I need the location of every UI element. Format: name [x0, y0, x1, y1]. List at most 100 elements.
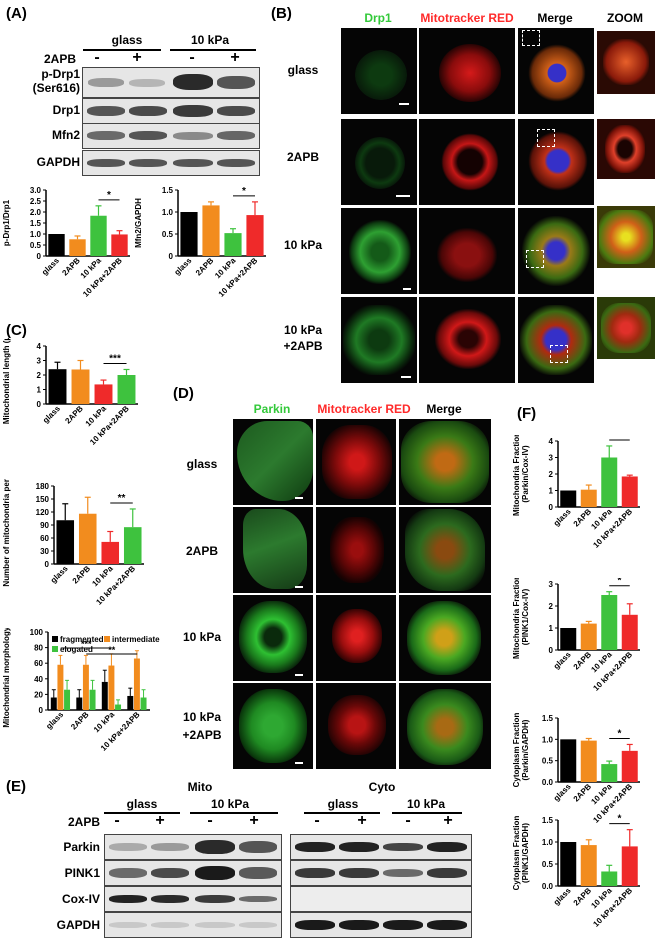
x-tick-label: 10 kPa+2APB [217, 256, 260, 299]
y-tick-label: 0.0 [542, 778, 554, 787]
x-tick-label: 2APB [63, 404, 85, 426]
micrograph-b-zoom-10kpa-2apb [596, 296, 655, 360]
significance-marker: * [618, 435, 622, 441]
y-axis-label-line: Mitochondrial length (μm) [2, 338, 11, 424]
micrograph-b-zoom-glass [596, 30, 655, 95]
legend-label: fragmented [60, 635, 104, 644]
significance-marker: * [618, 728, 622, 739]
bar [133, 658, 140, 710]
bar [50, 697, 57, 710]
y-axis-label-line: Mfn2/GAPDH [134, 198, 143, 248]
y-axis-label: Mitochondrial morphology(%) [2, 628, 11, 728]
a-sign: - [94, 49, 100, 66]
bar [601, 871, 618, 886]
e-treatment-label: 2APB [67, 815, 100, 829]
micrograph-b-drp1-glass [340, 27, 418, 115]
micrograph-d-merge-2apb [398, 506, 492, 594]
e-group-underline [304, 812, 380, 814]
bar [580, 489, 597, 507]
e-section-label: Cyto [368, 780, 396, 794]
micrograph-d-parkin-10kpa-2apb [232, 682, 314, 770]
micrograph-b-merge-10kpa-2apb [517, 296, 595, 384]
y-tick-label: 0 [45, 560, 50, 569]
micrograph-b-drp1-2apb [340, 118, 418, 206]
e-blot-strip [290, 834, 472, 860]
micrograph-d-parkin-glass [232, 418, 314, 506]
bar [76, 697, 83, 710]
y-tick-label: 3 [37, 357, 42, 366]
y-tick-label: 1.0 [542, 735, 554, 744]
panel-label-b: (B) [271, 5, 292, 22]
e-sign: + [249, 812, 259, 829]
bar [127, 695, 134, 710]
bar [601, 764, 618, 782]
e-blot-strip [104, 886, 282, 912]
y-axis-label-line: Mitochondrial morphology(%) [2, 628, 11, 728]
y-tick-label: 3 [549, 454, 554, 463]
y-tick-label: 1.5 [162, 186, 174, 195]
y-tick-label: 0.5 [542, 860, 554, 869]
micrograph-b-drp1-10kpa-2apb [340, 296, 418, 384]
y-axis-label: Mitochondria Fraction(Parkin/Cox-IV) [512, 435, 530, 516]
d-column-label: Parkin [253, 402, 291, 416]
micrograph-d-mito-glass [315, 418, 397, 506]
y-axis-label-line: (PINK1/GAPDH) [521, 823, 530, 883]
a-row-label: GAPDH [36, 155, 80, 169]
e-blot-strip [290, 860, 472, 886]
y-tick-label: 0 [39, 706, 44, 715]
b-row-label: glass [287, 63, 319, 77]
bar [90, 215, 107, 256]
a-blot-strip [82, 150, 260, 176]
y-tick-label: 3.0 [30, 186, 42, 195]
micrograph-b-drp1-10kpa [340, 207, 418, 295]
micrograph-d-mito-10kpa-2apb [315, 682, 397, 770]
y-axis-label: p-Drp1/Drp1 [2, 199, 11, 246]
bar [115, 704, 122, 710]
legend-swatch [104, 636, 110, 642]
e-sign: + [155, 812, 165, 829]
y-tick-label: 0 [37, 252, 42, 261]
y-tick-label: 2.0 [30, 208, 42, 217]
d-row-label: glass [186, 457, 218, 471]
legend-label: intermediate [112, 635, 160, 644]
bar [601, 457, 618, 507]
e-row-label: Parkin [63, 840, 100, 854]
y-tick-label: 0.0 [542, 882, 554, 891]
y-tick-label: 150 [36, 495, 50, 504]
micrograph-d-merge-10kpa-2apb [398, 682, 492, 770]
a-blot-strip [82, 123, 260, 149]
a-group-label: 10 kPa [190, 33, 230, 47]
x-tick-label: 10 kPa [92, 710, 117, 735]
legend-swatch [52, 646, 58, 652]
panel-label-c: (C) [6, 322, 27, 339]
a-blot-strip [82, 98, 260, 124]
bar [621, 476, 638, 507]
micrograph-b-merge-glass [517, 27, 595, 115]
significance-marker: ** [108, 645, 116, 655]
bar [101, 541, 120, 564]
bar [89, 689, 96, 710]
e-group-label: glass [327, 797, 359, 811]
bar [123, 527, 142, 564]
bar [560, 739, 577, 782]
bar [202, 205, 220, 256]
bar [621, 614, 638, 650]
micrograph-d-merge-10kpa [398, 594, 492, 682]
y-tick-label: 0 [549, 646, 554, 655]
y-tick-label: 2 [549, 602, 554, 611]
y-tick-label: 1.5 [542, 816, 554, 825]
chart-f4: 0.0 0.5 1.0 1.5 Cytoplasm Fraction(PINK1/GAP… [512, 814, 640, 929]
x-tick-label: glass [49, 564, 70, 585]
micrograph-d-merge-glass [398, 418, 492, 506]
bar [180, 212, 198, 256]
y-tick-label: 20 [34, 690, 43, 699]
bar [48, 234, 65, 256]
bar [601, 595, 618, 650]
a-treatment-label: 2APB [43, 52, 76, 66]
panel-label-f: (F) [517, 405, 537, 422]
y-tick-label: 40 [34, 675, 43, 684]
bar [71, 369, 90, 404]
x-tick-label: 2APB [71, 564, 93, 586]
e-blot-strip [290, 886, 472, 912]
